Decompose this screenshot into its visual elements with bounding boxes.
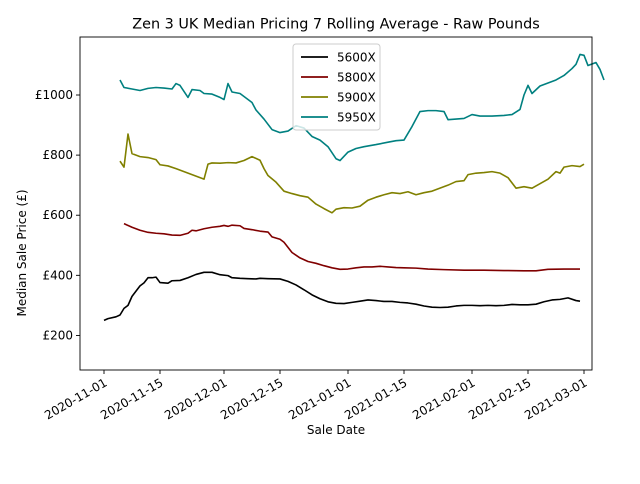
series-line-5900X: [119, 133, 585, 214]
legend-label-5800X: 5800X: [337, 71, 376, 85]
x-tick-label: 2020-11-01: [42, 375, 109, 422]
legend-box: [292, 43, 381, 131]
x-tick-label: 2021-02-01: [410, 375, 477, 422]
y-axis-label: Median Sale Price (£): [15, 189, 29, 316]
x-tick-label: 2021-02-15: [466, 375, 533, 422]
axes-frame: [79, 36, 593, 371]
chart-title: Zen 3 UK Median Pricing 7 Rolling Averag…: [132, 17, 540, 33]
legend-label-5950X: 5950X: [337, 111, 376, 125]
series-line-5950X: [119, 53, 605, 162]
x-tick-label: 2020-12-01: [162, 375, 229, 422]
series-line-5800X: [123, 222, 580, 272]
series-line-5600X: [103, 271, 581, 322]
x-tick-label: 2020-11-15: [98, 375, 165, 422]
x-tick-label: 2020-12-15: [218, 375, 285, 422]
y-tick-label: £200: [42, 328, 73, 342]
y-tick-label: £600: [42, 208, 73, 222]
legend-label-5600X: 5600X: [337, 51, 376, 65]
legend-label-5900X: 5900X: [337, 91, 376, 105]
y-tick-label: £800: [42, 148, 73, 162]
x-axis-label: Sale Date: [307, 423, 365, 437]
y-tick-label: £400: [42, 268, 73, 282]
x-tick-label: 2021-03-01: [522, 375, 589, 422]
y-tick-label: £1000: [35, 88, 73, 102]
legend: 5600X 5800X 5900X 5950X: [292, 43, 381, 131]
x-tick-label: 2021-01-01: [286, 375, 353, 422]
x-tick-label: 2021-01-15: [342, 375, 409, 422]
